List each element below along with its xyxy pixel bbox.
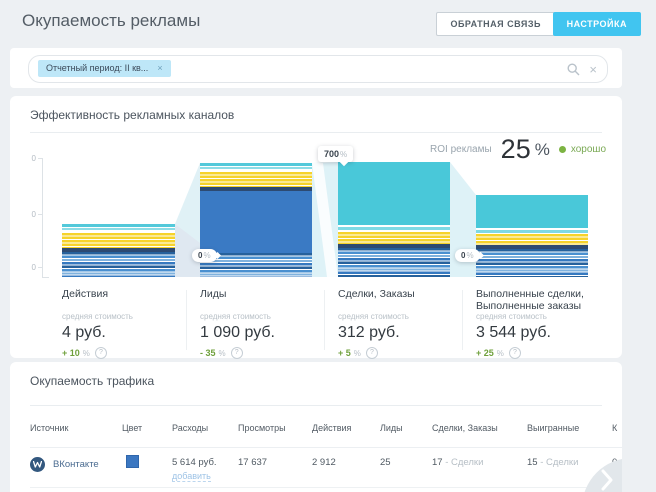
- source-name: ВКонтакте: [53, 459, 99, 470]
- stat-delta: + 25%?: [476, 347, 608, 359]
- col-header-expenses[interactable]: Расходы: [172, 423, 209, 433]
- divider: [30, 132, 602, 133]
- stat-subtitle: средняя стоимость: [476, 312, 547, 321]
- divider: [30, 405, 602, 406]
- stat-subtitle: средняя стоимость: [62, 312, 133, 321]
- help-icon[interactable]: ?: [230, 347, 243, 359]
- stat-title: Действия: [62, 288, 109, 300]
- stat-title: Сделки, Заказы: [338, 288, 415, 300]
- vk-icon: [30, 457, 45, 472]
- traffic-table-section: Окупаемость трафика Источник Цвет Расход…: [10, 362, 622, 492]
- roi-status: хорошо: [570, 144, 606, 155]
- funnel-section: Эффективность рекламных каналов ROI рекл…: [10, 96, 622, 359]
- funnel-connectors: [175, 162, 476, 277]
- deals-cell: 17 - Сделки: [432, 457, 484, 468]
- funnel-bar-leads[interactable]: [200, 163, 312, 277]
- add-expense-link[interactable]: добавить: [172, 471, 211, 482]
- table-section-title: Окупаемость трафика: [30, 374, 155, 388]
- y-tick-label: 0: [31, 210, 36, 219]
- actions-cell: 2 912: [312, 457, 336, 468]
- stat-value: 3 544 руб.: [476, 324, 551, 341]
- won-cell: 15 - Сделки: [527, 457, 579, 468]
- divider: [30, 447, 622, 448]
- y-tick: [38, 158, 42, 159]
- col-header-color[interactable]: Цвет: [122, 423, 143, 433]
- transition-badge: 700%: [318, 146, 354, 162]
- transition-badge: 0%: [455, 249, 480, 262]
- col-header-leads[interactable]: Лиды: [380, 423, 403, 433]
- col-header-actions[interactable]: Действия: [312, 423, 352, 433]
- roi-value: 25: [500, 134, 531, 164]
- help-icon[interactable]: ?: [508, 347, 521, 359]
- roi-unit: %: [534, 139, 550, 159]
- y-tick-label: 0: [31, 154, 36, 163]
- settings-button[interactable]: НАСТРОЙКА: [552, 12, 641, 36]
- table-row-source[interactable]: ВКонтакте: [30, 457, 99, 472]
- col-header-source[interactable]: Источник: [30, 423, 69, 433]
- search-icon[interactable]: [567, 63, 580, 76]
- y-tick-label: 0: [31, 263, 36, 272]
- stat-delta: + 10%?: [62, 347, 194, 359]
- roi-indicator: ROI рекламы 25 % хорошо: [430, 134, 606, 165]
- y-axis-base: [42, 277, 49, 278]
- stat-subtitle: средняя стоимость: [200, 312, 271, 321]
- leads-cell: 25: [380, 457, 391, 468]
- stat-delta: - 35%?: [200, 347, 332, 359]
- filter-tag-close-icon[interactable]: ×: [157, 63, 163, 73]
- col-header-clipped[interactable]: К: [612, 423, 618, 433]
- y-axis: [42, 158, 43, 277]
- stat-card-leads[interactable]: Лиды средняя стоимость 1 090 руб. - 35%?: [200, 288, 332, 359]
- stat-card-actions[interactable]: Действия средняя стоимость 4 руб. + 10%?: [62, 288, 194, 359]
- stat-subtitle: средняя стоимость: [338, 312, 409, 321]
- stat-value: 4 руб.: [62, 324, 106, 341]
- page-title: Окупаемость рекламы: [22, 11, 201, 30]
- stat-title: Лиды: [200, 288, 227, 300]
- y-tick: [38, 214, 42, 215]
- funnel-bar-actions[interactable]: [62, 224, 175, 277]
- stat-card-deals[interactable]: Сделки, Заказы средняя стоимость 312 руб…: [338, 288, 470, 359]
- col-header-views[interactable]: Просмотры: [238, 423, 286, 433]
- feedback-button[interactable]: ОБРАТНАЯ СВЯЗЬ: [436, 12, 555, 36]
- stat-delta: + 5%?: [338, 347, 470, 359]
- filter-clear-icon[interactable]: ×: [589, 62, 597, 77]
- transition-badge: 0%: [192, 249, 217, 262]
- col-header-won[interactable]: Выигранные: [527, 423, 580, 433]
- help-icon[interactable]: ?: [94, 347, 107, 359]
- filter-search-input[interactable]: Отчетный период: II кв... × ×: [28, 55, 608, 83]
- funnel-bar-deals[interactable]: [338, 162, 450, 277]
- stat-card-won[interactable]: Выполненные сделки, Выполненные заказы с…: [476, 288, 608, 359]
- stat-title: Выполненные сделки, Выполненные заказы: [476, 288, 584, 312]
- stat-value: 312 руб.: [338, 324, 400, 341]
- roi-label: ROI рекламы: [430, 144, 492, 155]
- funnel-bar-won[interactable]: [476, 195, 588, 277]
- source-color-swatch[interactable]: [126, 455, 139, 468]
- stat-value: 1 090 руб.: [200, 324, 275, 341]
- filter-tag-label: Отчетный период: II кв...: [46, 63, 149, 73]
- divider: [30, 487, 622, 488]
- stage-stats: Действия средняя стоимость 4 руб. + 10%?…: [10, 288, 622, 359]
- chevron-right-icon[interactable]: [600, 469, 614, 491]
- filter-bar: Отчетный период: II кв... × ×: [10, 48, 622, 88]
- help-icon[interactable]: ?: [365, 347, 378, 359]
- status-dot-icon: [558, 146, 566, 153]
- filter-tag-period[interactable]: Отчетный период: II кв... ×: [38, 60, 171, 77]
- views-cell: 17 637: [238, 457, 268, 468]
- expenses-cell: 5 614 руб.: [172, 457, 217, 468]
- col-header-deals[interactable]: Сделки, Заказы: [432, 423, 498, 433]
- funnel-section-title: Эффективность рекламных каналов: [30, 108, 235, 122]
- y-tick: [38, 267, 42, 268]
